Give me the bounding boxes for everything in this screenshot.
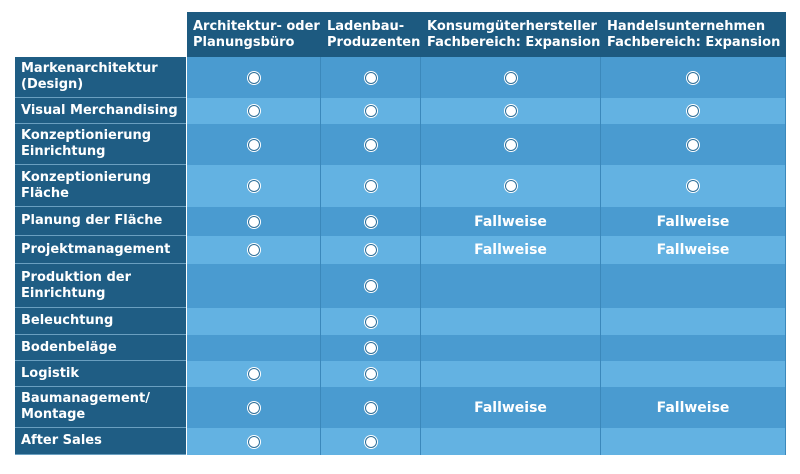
cell: [321, 428, 421, 455]
check-dot: [365, 72, 376, 83]
cell: [187, 165, 321, 207]
cell: [421, 124, 601, 165]
cell: [187, 428, 321, 455]
row-header: Logistik: [15, 361, 186, 387]
cell: [421, 308, 601, 335]
cell: [187, 361, 321, 387]
check-dot: [248, 106, 259, 116]
cell-text: Fallweise: [421, 387, 601, 428]
row-header: Konzeptionierung Einrichtung: [15, 124, 186, 165]
cell: [187, 124, 321, 165]
cell: [321, 207, 421, 236]
cell: [187, 57, 321, 98]
check-dot: [505, 72, 516, 83]
cell: [421, 98, 601, 124]
check-dot: [688, 139, 698, 150]
check-dot: [688, 106, 698, 116]
check-dot: [505, 106, 516, 116]
cell: [321, 361, 421, 387]
cell: [421, 57, 601, 98]
row-header: Produktion der Einrichtung: [15, 264, 186, 308]
cell: [601, 124, 786, 165]
row-header: Beleuchtung: [15, 308, 186, 335]
check-dot: [365, 245, 376, 255]
cell: [421, 165, 601, 207]
cell: [421, 335, 601, 361]
cell: [601, 165, 786, 207]
row-header: Markenarchitektur (Design): [15, 57, 186, 98]
cell: [187, 308, 321, 335]
cell: [601, 308, 786, 335]
cell-text: Fallweise: [601, 236, 786, 264]
cell: [321, 335, 421, 361]
cell: [321, 308, 421, 335]
cell: [187, 387, 321, 428]
check-dot: [365, 106, 376, 116]
check-dot: [248, 216, 259, 227]
row-header: Konzeptionierung Fläche: [15, 165, 186, 207]
check-dot: [365, 316, 376, 327]
check-dot: [365, 216, 376, 227]
cell: [187, 98, 321, 124]
row-header: Bodenbeläge: [15, 335, 186, 361]
cell: [321, 98, 421, 124]
check-dot: [248, 436, 259, 447]
row-header: Baumanagement/ Montage: [15, 387, 186, 428]
cell: [321, 264, 421, 308]
cell: [321, 165, 421, 207]
row-header: Projektmanagement: [15, 236, 186, 264]
column-header: Architektur- oder Planungsbüro: [187, 12, 321, 57]
cell: [187, 264, 321, 308]
cell: [601, 57, 786, 98]
cell: [601, 335, 786, 361]
cell: [187, 236, 321, 264]
cell: [187, 207, 321, 236]
cell: [321, 57, 421, 98]
column-header: Konsumgüterhersteller Fachbereich: Expan…: [421, 12, 601, 57]
cell: [601, 264, 786, 308]
check-dot: [248, 245, 259, 255]
row-header: After Sales: [15, 428, 186, 455]
cell: [421, 264, 601, 308]
cell: [321, 236, 421, 264]
row-header: Planung der Fläche: [15, 207, 186, 236]
check-dot: [365, 281, 376, 291]
cell: [421, 428, 601, 455]
cell: [187, 335, 321, 361]
cell-text: Fallweise: [601, 387, 786, 428]
check-dot: [248, 72, 259, 83]
check-dot: [365, 369, 376, 379]
check-dot: [365, 402, 376, 413]
column-header: Handelsunternehmen Fachbereich: Expansio…: [601, 12, 786, 57]
check-dot: [365, 343, 376, 353]
cell-text: Fallweise: [601, 207, 786, 236]
cell: [321, 124, 421, 165]
check-dot: [248, 402, 259, 413]
cell-text: Fallweise: [421, 207, 601, 236]
check-dot: [505, 181, 516, 191]
cell: [601, 98, 786, 124]
check-dot: [365, 139, 376, 150]
cell-text: Fallweise: [421, 236, 601, 264]
row-header: Visual Merchandising: [15, 98, 186, 124]
check-dot: [248, 181, 259, 191]
cell: [321, 387, 421, 428]
cell: [601, 428, 786, 455]
column-header: Ladenbau-Produzenten: [321, 12, 421, 57]
check-dot: [365, 181, 376, 191]
cell: [601, 361, 786, 387]
check-dot: [248, 139, 259, 150]
check-dot: [688, 181, 698, 191]
cell: [421, 361, 601, 387]
check-dot: [688, 72, 698, 83]
check-dot: [365, 436, 376, 447]
check-dot: [248, 369, 259, 379]
check-dot: [505, 139, 516, 150]
